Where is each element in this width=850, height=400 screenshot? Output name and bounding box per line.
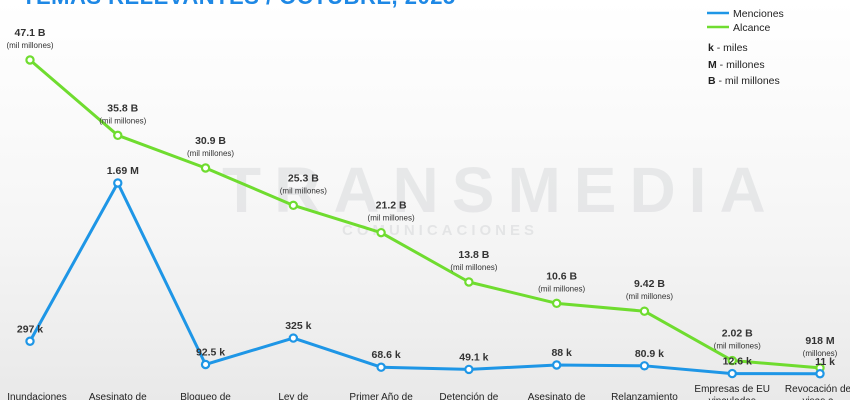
plot-area: 47.1 B (mil millones) 35.8 B (mil millones)… — [6, 27, 850, 400]
x-tick-label: Inundaciones — [7, 392, 67, 400]
x-tick-label: Revocación de — [785, 384, 850, 395]
series-line-menciones — [28, 181, 821, 376]
series-line-alcance — [29, 58, 821, 370]
data-point-alcance — [200, 163, 211, 173]
legend-note-k-text: - miles — [714, 42, 748, 54]
data-point-menciones — [727, 368, 737, 379]
legend-note-m-text: - millones — [717, 59, 765, 71]
unit-label-alcance: (mil millones) — [6, 41, 53, 50]
data-label-menciones: 92.5 k — [196, 346, 225, 358]
legend-label-alcance: Alcance — [733, 22, 771, 34]
chart-title: TEMAS RELEVANTES / OCTUBRE, 2025 — [22, 0, 456, 9]
x-tick-label: Asesinato de — [89, 392, 147, 400]
unit-label-alcance: (mil millones) — [450, 263, 497, 272]
data-point-alcance — [113, 130, 123, 141]
unit-label-alcance: (mil millones) — [626, 292, 673, 301]
data-point-menciones — [376, 362, 386, 372]
data-label-menciones: 68.6 k — [372, 349, 401, 361]
legend-note-m-key: M — [708, 59, 717, 71]
watermark-sub: COMUNICACIONES — [342, 222, 538, 239]
x-tick-label: Bloqueo de — [180, 392, 231, 400]
legend-note-k-key: k — [708, 42, 714, 54]
data-label-alcance: 2.02 B — [722, 328, 753, 340]
data-label-alcance: 10.6 B — [546, 270, 577, 282]
data-point-menciones — [815, 369, 825, 379]
data-label-alcance: 9.42 B — [634, 278, 665, 290]
data-label-alcance: 25.3 B — [288, 172, 319, 184]
unit-label-alcance: (mil millones) — [280, 186, 327, 195]
x-tick-label: visas a — [802, 396, 834, 400]
data-point-menciones — [288, 333, 299, 343]
x-tick-label: Relanzamiento — [611, 392, 678, 400]
data-point-menciones — [200, 359, 211, 370]
data-label-alcance: 21.2 B — [376, 200, 407, 212]
data-label-menciones: 49.1 k — [459, 351, 488, 363]
unit-label-alcance: (mil millones) — [368, 214, 415, 223]
watermark: TRANSMEDIA COMUNICACIONES — [222, 154, 779, 239]
legend-note-b-key: B — [708, 75, 716, 87]
data-label-alcance: 30.9 B — [195, 135, 226, 147]
data-label-alcance: 35.8 B — [107, 102, 138, 114]
unit-label-alcance: (millones) — [803, 349, 838, 358]
data-point-alcance — [25, 55, 35, 65]
legend-note-b: B - mil millones — [708, 75, 780, 87]
data-label-alcance: 13.8 B — [458, 249, 489, 261]
x-tick-label: vinculadas — [709, 396, 756, 400]
data-point-alcance — [727, 355, 737, 366]
data-point-menciones — [464, 364, 474, 375]
data-point-menciones — [25, 336, 35, 346]
data-label-menciones: 11 k — [815, 356, 835, 368]
x-tick-label: Empresas de EU — [694, 384, 770, 395]
unit-label-alcance: (mil millones) — [714, 342, 761, 351]
legend-note-b-text: - mil millones — [716, 75, 780, 87]
x-tick-label: Primer Año de — [349, 392, 413, 400]
data-point-alcance — [288, 200, 299, 211]
data-point-menciones — [551, 360, 562, 370]
x-tick-label: Detención de — [439, 392, 498, 400]
data-point-alcance — [639, 306, 650, 316]
data-label-menciones: 88 k — [551, 347, 572, 359]
data-label-alcance: 918 M — [805, 335, 834, 347]
x-tick-label: Asesinato de — [528, 392, 586, 400]
data-label-menciones: 80.9 k — [635, 348, 664, 360]
data-label-alcance: 47.1 B — [15, 27, 46, 39]
watermark-main: TRANSMEDIA — [222, 154, 779, 226]
data-label-menciones: 1.69 M — [107, 165, 139, 177]
data-point-alcance — [464, 277, 474, 287]
data-point-alcance — [376, 227, 386, 238]
unit-label-alcance: (mil millones) — [538, 284, 585, 293]
data-point-alcance — [551, 298, 562, 309]
data-label-menciones: 325 k — [285, 320, 311, 332]
unit-label-alcance: (mil millones) — [99, 116, 146, 125]
data-label-menciones: 12.6 k — [723, 356, 752, 368]
legend-note-m: M - millones — [708, 59, 765, 71]
legend-note-k: k - miles — [708, 42, 748, 54]
unit-label-alcance: (mil millones) — [187, 149, 234, 158]
data-point-menciones — [639, 361, 650, 371]
data-point-menciones — [113, 178, 123, 188]
legend: Menciones Alcance k - miles M - millones… — [707, 8, 784, 87]
data-label-menciones: 297 k — [17, 323, 43, 335]
legend-label-menciones: Menciones — [733, 8, 784, 20]
x-tick-label: Ley de — [278, 392, 308, 400]
